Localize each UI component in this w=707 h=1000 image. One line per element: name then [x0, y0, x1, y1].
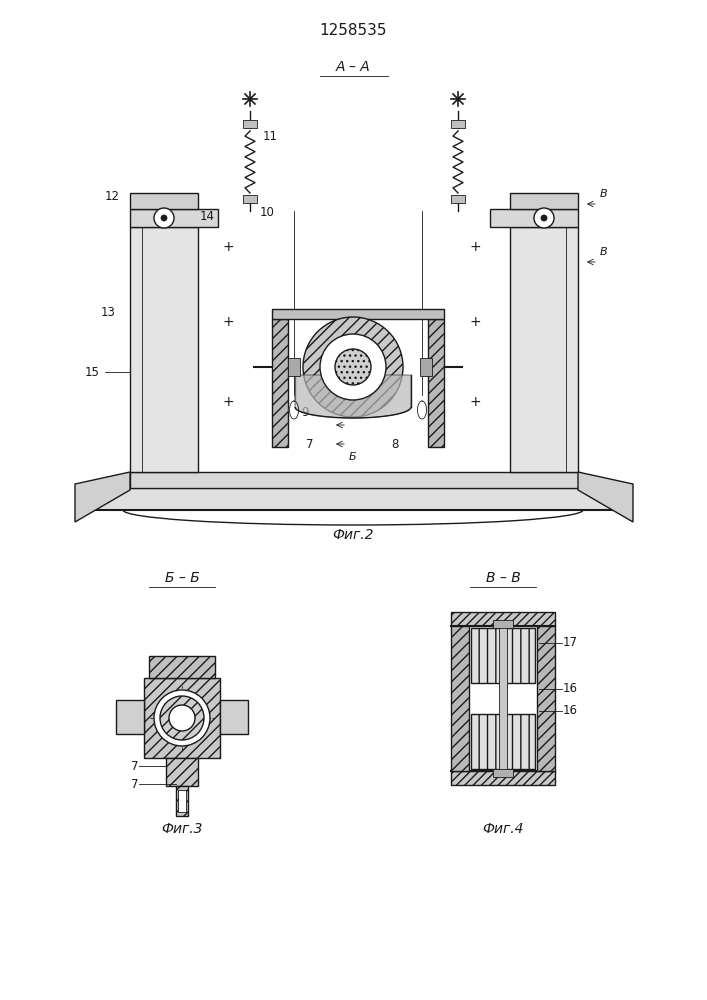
Text: +: + [222, 315, 234, 329]
Polygon shape [295, 375, 411, 418]
Circle shape [303, 317, 403, 417]
Bar [537, 626, 555, 771]
Text: В – В: В – В [486, 571, 520, 585]
Bar [144, 678, 220, 758]
Text: Б: Б [349, 409, 356, 419]
Bar [451, 626, 469, 771]
Bar [471, 628, 535, 683]
Text: +: + [469, 315, 481, 329]
Circle shape [160, 696, 204, 740]
Text: 7: 7 [306, 438, 314, 450]
Bar [510, 227, 578, 472]
Text: +: + [469, 395, 481, 409]
Text: 1258535: 1258535 [320, 23, 387, 38]
Text: 7: 7 [131, 778, 138, 790]
Text: Фиг.2: Фиг.2 [332, 528, 374, 542]
Bar [493, 769, 513, 777]
Bar [220, 700, 248, 734]
Text: А – А: А – А [336, 60, 370, 74]
Bar [510, 193, 578, 209]
Bar [178, 790, 186, 812]
Text: 16: 16 [563, 704, 578, 717]
Bar [493, 620, 513, 628]
Text: 9: 9 [301, 406, 308, 420]
Text: Б: Б [349, 452, 356, 462]
Text: 7: 7 [131, 760, 138, 772]
Text: Б – Б: Б – Б [165, 571, 199, 585]
Bar [451, 612, 555, 626]
Bar [490, 209, 578, 227]
Text: 17: 17 [563, 636, 578, 649]
Polygon shape [75, 472, 130, 522]
Bar [149, 656, 215, 678]
Text: 11: 11 [263, 129, 278, 142]
Circle shape [320, 334, 386, 400]
Text: В: В [600, 247, 607, 257]
Bar [272, 309, 444, 319]
Polygon shape [289, 401, 298, 419]
Polygon shape [578, 472, 633, 522]
Circle shape [169, 705, 195, 731]
Bar [451, 195, 465, 203]
Bar [130, 209, 218, 227]
Text: 16: 16 [563, 682, 578, 695]
Polygon shape [418, 401, 426, 419]
Bar [428, 319, 444, 447]
Text: 13: 13 [101, 306, 116, 318]
Text: Фиг.3: Фиг.3 [161, 822, 203, 836]
Text: 10: 10 [260, 207, 275, 220]
Text: 15: 15 [85, 365, 100, 378]
Circle shape [154, 208, 174, 228]
Bar [243, 120, 257, 128]
Bar [499, 624, 507, 773]
Circle shape [541, 215, 547, 221]
Bar [272, 319, 288, 447]
Bar [166, 758, 198, 786]
Circle shape [161, 215, 167, 221]
Text: +: + [222, 240, 234, 254]
Bar [130, 227, 198, 472]
Bar [95, 488, 615, 510]
Text: 14: 14 [199, 211, 214, 224]
Circle shape [154, 690, 210, 746]
Circle shape [534, 208, 554, 228]
Text: 8: 8 [391, 438, 399, 450]
Text: +: + [222, 395, 234, 409]
Circle shape [335, 349, 371, 385]
Bar [130, 193, 198, 209]
Bar [176, 786, 188, 816]
Bar [420, 358, 432, 376]
Bar [116, 700, 144, 734]
Bar [288, 358, 300, 376]
Bar [451, 771, 555, 785]
Text: +: + [469, 240, 481, 254]
Text: В: В [600, 189, 607, 199]
Bar [243, 195, 257, 203]
Bar [130, 472, 580, 488]
Text: 12: 12 [105, 190, 119, 203]
Bar [451, 120, 465, 128]
Text: Фиг.4: Фиг.4 [482, 822, 524, 836]
Bar [471, 714, 535, 769]
